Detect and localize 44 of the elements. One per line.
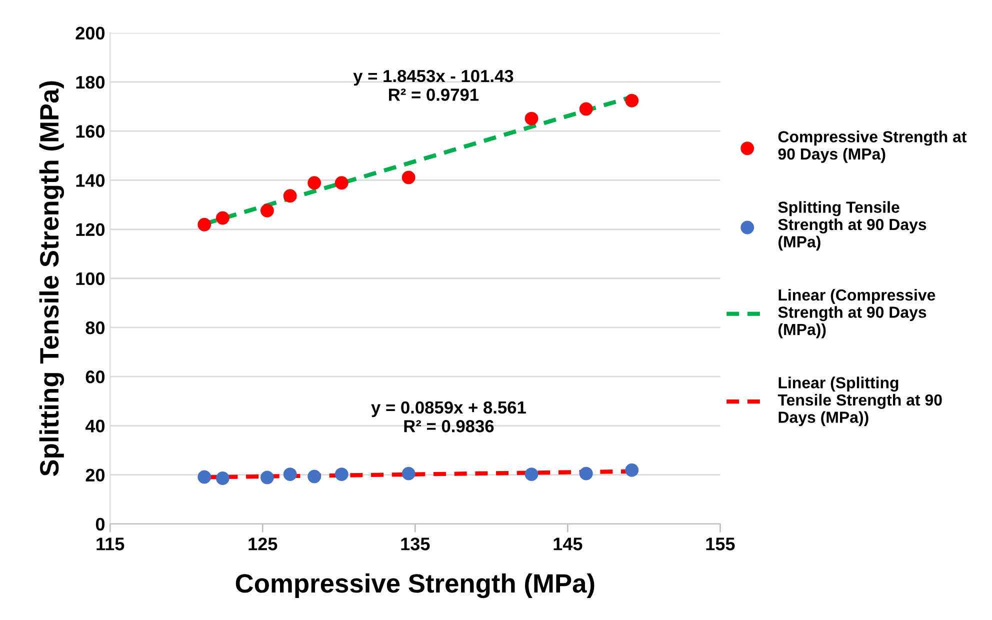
y-tick-label: 120: [76, 223, 105, 236]
legend-label: Linear (Splitting Tensile Strength at 90 Days (MPa)): [778, 376, 942, 426]
y-tick-label: 100: [76, 272, 105, 286]
y-tick-label: 0: [96, 518, 105, 531]
legend-label: Linear (Compressive Strength at 90 Days (MPa)): [778, 288, 936, 338]
point: [402, 466, 416, 480]
y-tick-label: 160: [76, 125, 105, 138]
annotation: y = 0.0859x + 8.561 R² = 0.9836: [371, 401, 526, 432]
point: [625, 94, 639, 108]
x-axis-title: Compressive Strength (MPa): [236, 573, 594, 598]
y-axis-title: Splitting Tensile Strength (MPa): [39, 81, 64, 476]
y-tick-label: 200: [76, 26, 105, 40]
annotation: y = 1.8453x - 101.43 R² = 0.9791: [353, 70, 514, 101]
x-tick-label: 125: [248, 538, 278, 550]
y-tick-label: 20: [86, 468, 105, 482]
point: [402, 170, 416, 184]
point: [216, 211, 230, 225]
point: [198, 218, 212, 232]
point: [308, 470, 322, 484]
x-tick-label: 145: [554, 538, 582, 550]
point: [334, 176, 348, 190]
point: [625, 463, 639, 477]
x-tick-label: 115: [96, 538, 124, 550]
y-tick-label: 80: [86, 321, 105, 334]
point: [216, 472, 230, 485]
x-tick-label: 155: [706, 538, 735, 550]
legend-label: Compressive Strength at 90 Days (MPa): [778, 130, 967, 163]
point: [260, 470, 274, 484]
point: [579, 466, 593, 480]
point: [524, 112, 538, 126]
y-tick-label: 140: [76, 174, 105, 187]
point: [308, 176, 322, 190]
y-tick-label: 60: [86, 370, 105, 384]
point: [579, 102, 593, 116]
point: [283, 468, 297, 482]
y-tick-label: 180: [76, 76, 105, 89]
point: [260, 204, 274, 218]
x-tick-label: 135: [401, 538, 430, 550]
point: [198, 470, 212, 484]
point: [283, 189, 297, 203]
y-tick-label: 40: [85, 420, 105, 432]
legend-label: Splitting Tensile Strength at 90 Days (MPa): [778, 201, 926, 251]
point: [524, 468, 538, 482]
point: [334, 468, 348, 482]
